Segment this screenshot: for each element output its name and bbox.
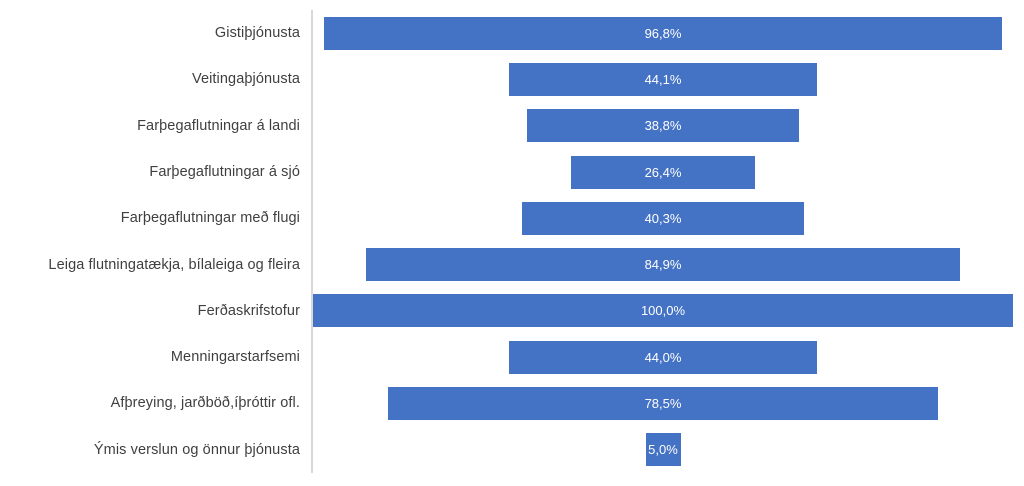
category-label: Leiga flutningatækja, bílaleiga og fleir… xyxy=(48,256,300,273)
chart-row: Veitingaþjónusta 44,1% xyxy=(0,56,1024,102)
bar-value-label: 26,4% xyxy=(644,164,682,180)
bar xyxy=(509,340,817,374)
bar-value-label: 84,9% xyxy=(644,257,682,273)
bar xyxy=(388,387,938,421)
bar xyxy=(313,294,1013,328)
chart-row: Leiga flutningatækja, bílaleiga og fleir… xyxy=(0,242,1024,288)
bar xyxy=(521,201,805,235)
chart-row: Farþegaflutningar með flugi 40,3% xyxy=(0,195,1024,241)
chart-row: Afþreying, jarðböð,íþróttir ofl. 78,5% xyxy=(0,380,1024,426)
bar xyxy=(645,433,681,467)
chart-row: Ýmis verslun og önnur þjónusta 5,0% xyxy=(0,427,1024,473)
category-label: Menningarstarfsemi xyxy=(170,349,300,366)
bar xyxy=(365,248,961,282)
bar xyxy=(570,155,756,189)
vertical-axis-line xyxy=(311,10,313,473)
chart-row: Farþegaflutningar á sjó 26,4% xyxy=(0,149,1024,195)
chart-row: Gistiþjónusta 96,8% xyxy=(0,10,1024,56)
bar-value-label: 40,3% xyxy=(644,210,682,226)
bar-value-label: 44,1% xyxy=(644,71,682,87)
category-label: Farþegaflutningar á landi xyxy=(137,117,300,134)
bar-value-label: 78,5% xyxy=(644,396,682,412)
category-label: Ýmis verslun og önnur þjónusta xyxy=(93,441,300,458)
bar xyxy=(508,62,818,96)
bar-value-label: 100,0% xyxy=(640,303,686,319)
bar-value-label: 44,0% xyxy=(644,349,682,365)
category-label: Afþreying, jarðböð,íþróttir ofl. xyxy=(110,395,300,412)
chart-row: Menningarstarfsemi 44,0% xyxy=(0,334,1024,380)
bar-value-label: 5,0% xyxy=(648,442,678,458)
bar-value-label: 96,8% xyxy=(644,25,682,41)
bar-value-label: 38,8% xyxy=(644,118,682,134)
category-label: Gistiþjónusta xyxy=(214,25,300,41)
bar xyxy=(527,109,799,143)
category-label: Farþegaflutningar með flugi xyxy=(120,210,300,227)
category-label: Farþegaflutningar á sjó xyxy=(149,163,300,180)
category-label: Ferðaskrifstofur xyxy=(197,302,300,319)
chart-row: Farþegaflutningar á landi 38,8% xyxy=(0,103,1024,149)
chart-row: Ferðaskrifstofur 100,0% xyxy=(0,288,1024,334)
category-label: Veitingaþjónusta xyxy=(191,71,300,88)
bar xyxy=(324,16,1002,50)
